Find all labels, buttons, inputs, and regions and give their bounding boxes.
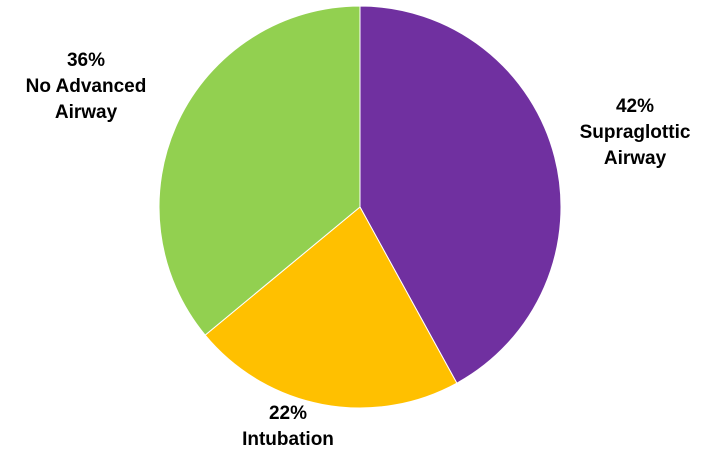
pie-slice-intubation: [204, 206, 458, 409]
pie-slice-supraglottic-airway: [359, 5, 562, 384]
pie-value-label: 36%: [67, 50, 105, 71]
pie-label-no-advanced-airway: 36% No Advanced Airway: [26, 50, 147, 123]
pie-slices: [158, 5, 562, 409]
pie-slice-no-advanced-airway: [158, 5, 361, 336]
pie-labels: 42% Supraglottic Airway 22% Intubation 36% No …: [26, 50, 691, 450]
pie-label-supraglottic-airway: 42% Supraglottic Airway: [580, 96, 691, 169]
pie-category-label: Supraglottic: [580, 122, 691, 143]
pie-value-label: 42%: [616, 96, 654, 117]
pie-label-intubation: 22% Intubation: [242, 403, 334, 450]
pie-category-label: No Advanced: [26, 76, 147, 97]
pie-category-label: Intubation: [242, 429, 334, 450]
pie-category-label: Airway: [604, 148, 667, 169]
pie-value-label: 22%: [269, 403, 307, 424]
pie-category-label: Airway: [55, 102, 118, 123]
